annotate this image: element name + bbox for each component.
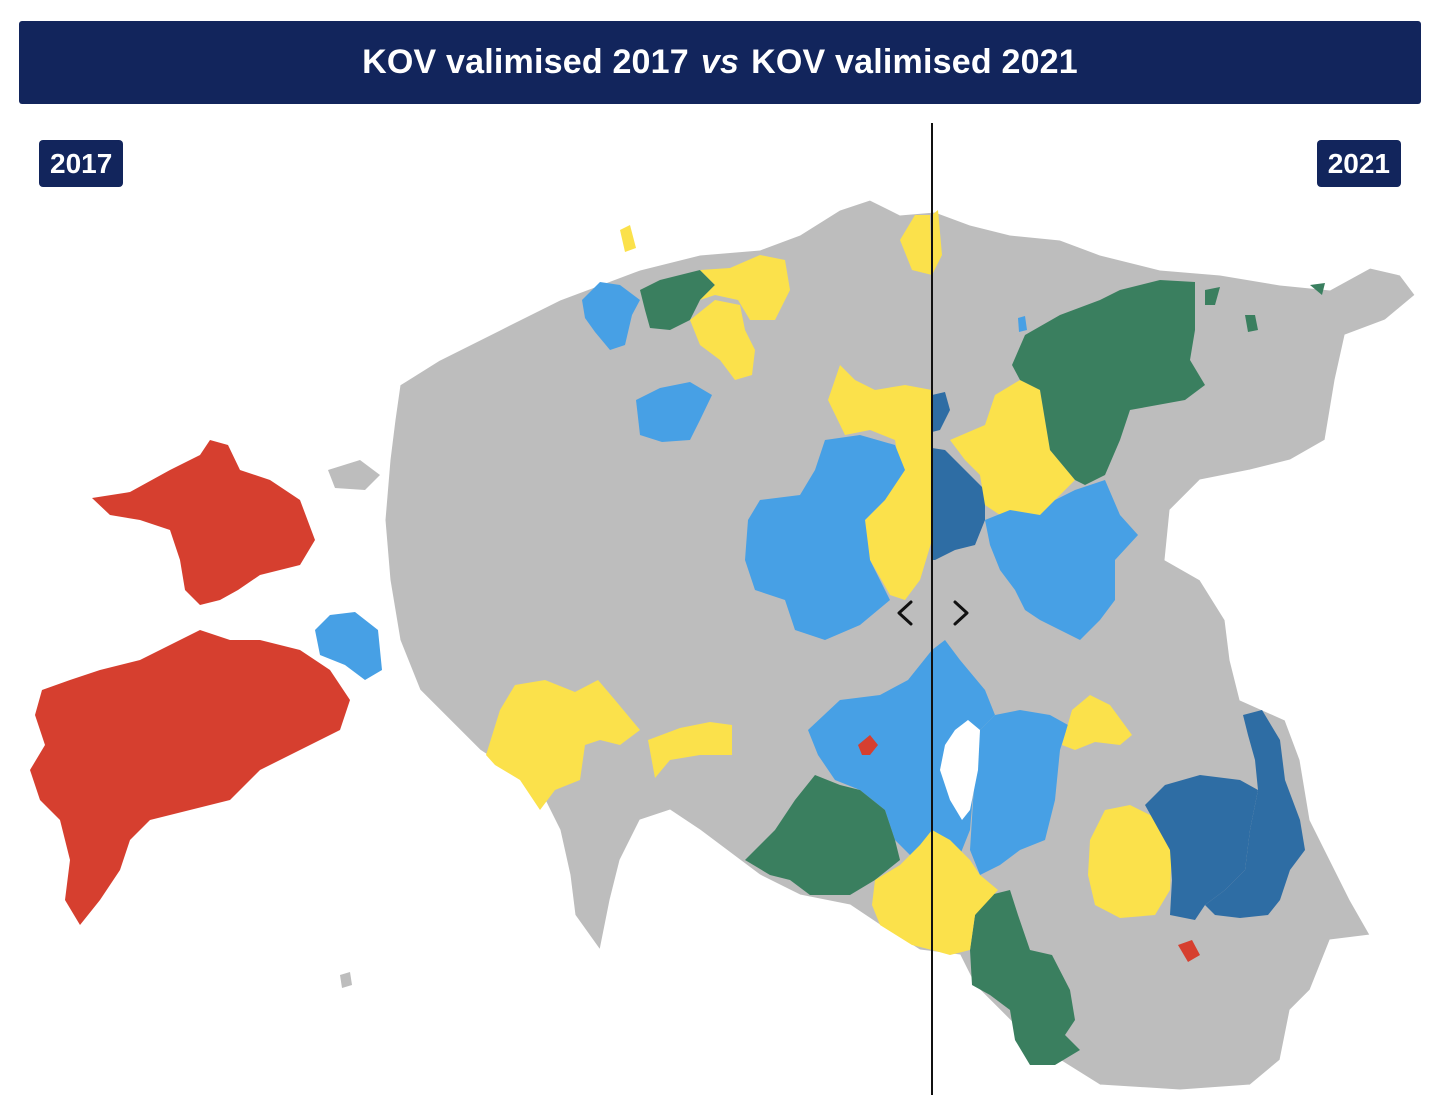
title-before: KOV valimised 2017 xyxy=(362,43,689,81)
region-red-viljandi xyxy=(858,735,878,755)
region-yellow-northeast-coast xyxy=(900,215,932,275)
region-yellow-north-right xyxy=(932,210,942,275)
region-darkblue-peipsi xyxy=(1205,710,1305,918)
region-green-voru xyxy=(970,890,1080,1065)
region-blue-islet-right xyxy=(1018,316,1027,332)
region-yellow-north-1 xyxy=(700,255,790,320)
island-hiiumaa xyxy=(92,440,315,605)
chevron-right-icon[interactable] xyxy=(949,598,973,628)
region-blue-central-left xyxy=(745,435,905,640)
region-yellow-central xyxy=(828,365,932,600)
island-saaremaa xyxy=(30,630,350,925)
chevron-left-icon[interactable] xyxy=(893,598,917,628)
region-yellow-laane-viru xyxy=(950,380,1075,515)
region-green-south xyxy=(745,775,900,895)
region-yellow-tartu-north xyxy=(1062,695,1132,750)
mainland xyxy=(384,199,1416,1091)
region-yellow-parnu xyxy=(486,680,640,810)
region-darkblue-tartu-east xyxy=(1145,775,1258,920)
slider-handle[interactable] xyxy=(893,596,973,630)
title-bar: KOV valimised 2017 vs KOV valimised 2021 xyxy=(19,21,1421,104)
comparison-map xyxy=(0,110,1442,1109)
region-yellow-tartu-south xyxy=(1088,805,1172,918)
island-vormsi xyxy=(328,460,380,490)
region-yellow-valga-right xyxy=(932,830,998,955)
region-blue-tartu-west xyxy=(970,710,1068,875)
region-darkblue-central-right xyxy=(932,392,950,432)
island-muhu xyxy=(315,612,382,680)
region-blue-central-small xyxy=(636,382,712,442)
lake-vortsjarv xyxy=(940,720,980,820)
year-badge-right: 2021 xyxy=(1316,140,1401,187)
slider-divider-line[interactable] xyxy=(931,123,933,1095)
title-vs: vs xyxy=(700,43,740,81)
region-yellow-valga xyxy=(872,830,932,950)
year-badge-left: 2017 xyxy=(39,140,124,187)
region-yellow-north-islet xyxy=(620,225,636,252)
region-yellow-north-2 xyxy=(690,300,755,380)
region-green-islets-right xyxy=(1205,283,1325,332)
region-red-small-right xyxy=(1178,940,1200,962)
region-yellow-south-central xyxy=(648,722,732,778)
region-green-tallinn xyxy=(640,270,715,330)
region-blue-jogeva xyxy=(985,480,1138,640)
region-green-ida-viru xyxy=(1012,280,1205,485)
region-darkblue-jarva xyxy=(932,448,985,560)
estonia-map-svg xyxy=(30,199,1416,1091)
island-ruhnu xyxy=(340,972,352,988)
region-blue-northwest xyxy=(582,282,640,350)
title-after: KOV valimised 2021 xyxy=(751,43,1078,81)
